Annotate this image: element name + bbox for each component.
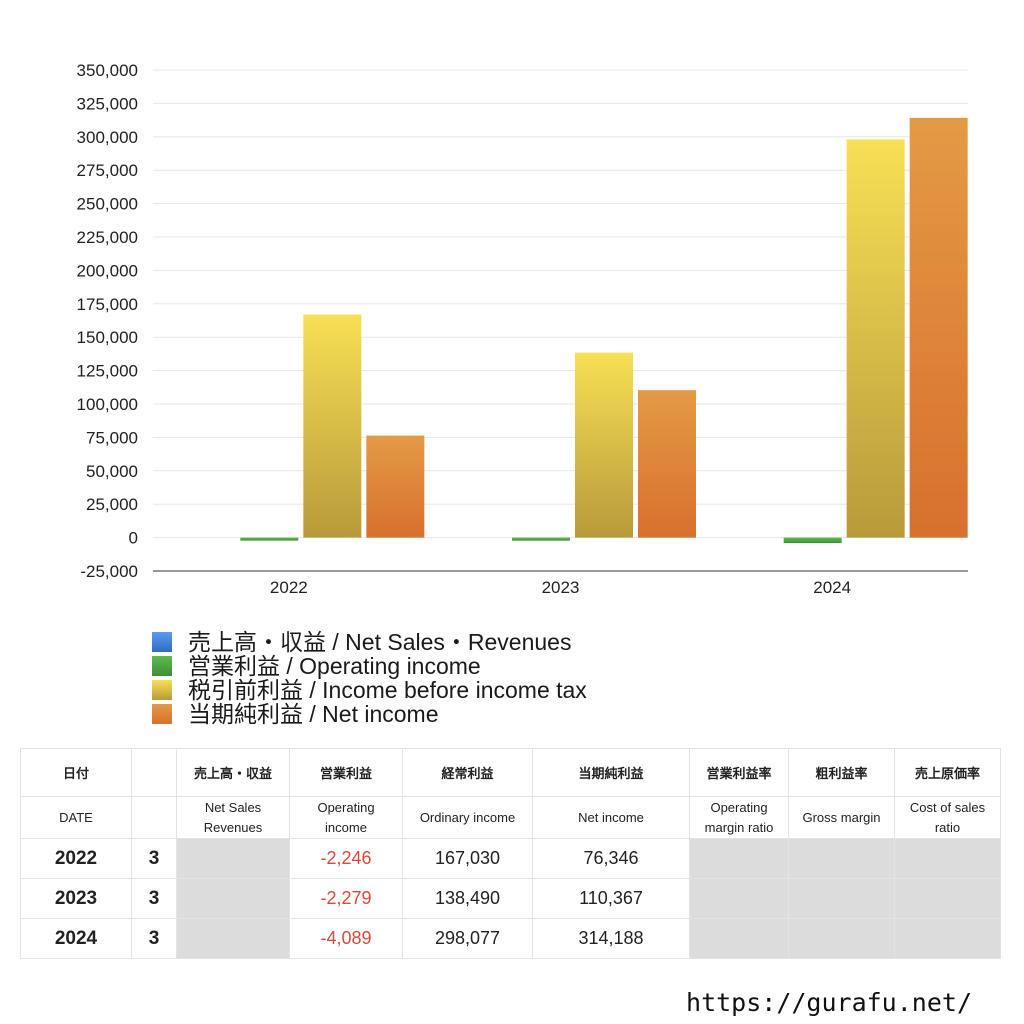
bar-2023-series-1 <box>512 537 570 541</box>
legend-swatch-net-sales <box>152 632 172 652</box>
header-net-income-en: Net income <box>532 796 690 839</box>
legend-swatch-net-income <box>152 704 172 724</box>
x-tick-label: 2024 <box>813 578 851 597</box>
y-tick-label: 250,000 <box>77 195 138 214</box>
cell-cost-of-sales <box>894 838 1001 879</box>
chart-legend: 売上高・収益 / Net Sales・Revenues 営業利益 / Opera… <box>152 630 587 726</box>
cell-gross-margin <box>788 918 895 959</box>
cell-month: 3 <box>131 918 177 959</box>
x-tick-label: 2022 <box>270 578 308 597</box>
cell-operating-margin <box>689 918 789 959</box>
y-tick-label: 50,000 <box>86 462 138 481</box>
y-tick-label: 100,000 <box>77 395 138 414</box>
header-net-income-jp: 当期純利益 <box>532 748 690 797</box>
cell-year: 2024 <box>20 918 132 959</box>
cell-month: 3 <box>131 878 177 919</box>
table-header-row-en: DATE Net Sales Revenues Operating income… <box>20 796 1001 839</box>
cell-operating-margin <box>689 878 789 919</box>
header-cost-of-sales-jp: 売上原価率 <box>894 748 1001 797</box>
table-row: 2024 3 -4,089 298,077 314,188 <box>20 918 1001 959</box>
cell-net-income: 110,367 <box>532 878 690 919</box>
header-operating-income-jp: 営業利益 <box>289 748 403 797</box>
legend-swatch-operating-income <box>152 656 172 676</box>
cell-operating-income: -2,279 <box>289 878 403 919</box>
header-gross-margin-jp: 粗利益率 <box>788 748 895 797</box>
bar-2022-series-1 <box>240 537 299 541</box>
header-ordinary-income-jp: 経常利益 <box>402 748 533 797</box>
cell-net-sales <box>176 878 290 919</box>
y-tick-label: 150,000 <box>77 328 138 347</box>
y-tick-label: -25,000 <box>80 562 138 581</box>
cell-net-income: 314,188 <box>532 918 690 959</box>
cell-ordinary-income: 167,030 <box>402 838 533 879</box>
legend-item-net-sales: 売上高・収益 / Net Sales・Revenues <box>152 630 587 654</box>
legend-label-net-sales: 売上高・収益 / Net Sales・Revenues <box>188 629 572 655</box>
header-cost-of-sales-en: Cost of sales ratio <box>894 796 1001 839</box>
cell-net-sales <box>176 918 290 959</box>
bar-2022-series-3 <box>366 435 425 538</box>
y-tick-label: 25,000 <box>86 495 138 514</box>
y-tick-label: 325,000 <box>77 94 138 113</box>
cell-ordinary-income: 298,077 <box>402 918 533 959</box>
y-tick-label: 200,000 <box>77 261 138 280</box>
bar-2022-series-2 <box>303 314 362 538</box>
cell-cost-of-sales <box>894 918 1001 959</box>
y-tick-label: 300,000 <box>77 128 138 147</box>
bar-2023-series-2 <box>575 352 633 538</box>
cell-ordinary-income: 138,490 <box>402 878 533 919</box>
bar-2024-series-2 <box>846 139 905 538</box>
legend-label-income-before-tax: 税引前利益 / Income before income tax <box>188 677 587 703</box>
legend-item-income-before-tax: 税引前利益 / Income before income tax <box>152 678 587 702</box>
bar-2024-series-3 <box>909 117 968 538</box>
legend-swatch-income-before-tax <box>152 680 172 700</box>
legend-item-operating-income: 営業利益 / Operating income <box>152 654 587 678</box>
y-tick-label: 75,000 <box>86 428 138 447</box>
y-tick-label: 350,000 <box>77 61 138 80</box>
header-net-sales-jp: 売上高・収益 <box>176 748 290 797</box>
header-date-en: DATE <box>20 796 132 839</box>
cell-gross-margin <box>788 838 895 879</box>
cell-operating-income: -4,089 <box>289 918 403 959</box>
financial-data-table: 日付 売上高・収益 営業利益 経常利益 当期純利益 営業利益率 粗利益率 売上原… <box>20 748 1001 959</box>
cell-operating-margin <box>689 838 789 879</box>
cell-year: 2022 <box>20 838 132 879</box>
y-tick-label: 275,000 <box>77 161 138 180</box>
legend-item-net-income: 当期純利益 / Net income <box>152 702 587 726</box>
header-ordinary-income-en: Ordinary income <box>402 796 533 839</box>
header-operating-margin-en: Operating margin ratio <box>689 796 789 839</box>
header-date-jp: 日付 <box>20 748 132 797</box>
header-operating-margin-jp: 営業利益率 <box>689 748 789 797</box>
cell-cost-of-sales <box>894 878 1001 919</box>
header-month-en <box>131 796 177 839</box>
bar-2024-series-1 <box>783 537 842 544</box>
site-url[interactable]: https://gurafu.net/ <box>686 988 972 1017</box>
x-tick-label: 2023 <box>542 578 580 597</box>
legend-label-operating-income: 営業利益 / Operating income <box>188 653 481 679</box>
y-tick-label: 225,000 <box>77 228 138 247</box>
cell-operating-income: -2,246 <box>289 838 403 879</box>
y-tick-label: 175,000 <box>77 295 138 314</box>
cell-year: 2023 <box>20 878 132 919</box>
header-net-sales-en: Net Sales Revenues <box>176 796 290 839</box>
table-row: 2022 3 -2,246 167,030 76,346 <box>20 838 1001 879</box>
legend-label-net-income: 当期純利益 / Net income <box>188 701 439 727</box>
y-tick-label: 0 <box>129 529 138 548</box>
cell-net-income: 76,346 <box>532 838 690 879</box>
cell-gross-margin <box>788 878 895 919</box>
table-row: 2023 3 -2,279 138,490 110,367 <box>20 878 1001 919</box>
header-operating-income-en: Operating income <box>289 796 403 839</box>
table-header-row-jp: 日付 売上高・収益 営業利益 経常利益 当期純利益 営業利益率 粗利益率 売上原… <box>20 748 1001 797</box>
header-gross-margin-en: Gross margin <box>788 796 895 839</box>
bar-chart: -25,000 0 25,000 50,000 75,000 100,000 125,000… <box>77 61 968 597</box>
cell-month: 3 <box>131 838 177 879</box>
header-month-jp <box>131 748 177 797</box>
y-tick-label: 125,000 <box>77 362 138 381</box>
cell-net-sales <box>176 838 290 879</box>
bar-2023-series-3 <box>638 390 696 538</box>
